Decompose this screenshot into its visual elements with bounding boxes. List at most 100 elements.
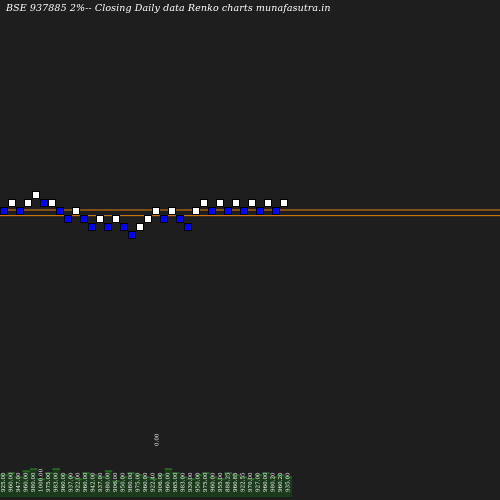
volume-bar [194,475,203,497]
volume-bar [89,475,98,497]
price-label: 960.00 [8,472,14,492]
renko-brick-up [248,199,256,207]
volume-bar [7,473,15,497]
price-label-extra: 0.00 [155,433,161,446]
price-label: 906.00 [113,472,119,492]
price-label: 960.00 [211,472,217,492]
renko-brick-up [48,199,56,207]
renko-brick-up [232,199,240,207]
price-label: 970.00 [248,472,254,492]
price-label: 927.00 [255,472,261,492]
price-label: 980.00 [128,472,134,492]
volume-bars [0,468,292,497]
volume-bar [142,477,150,497]
price-label: 1000.00 [38,468,44,492]
price-label: 960.00 [61,472,67,492]
renko-brick-down [128,231,136,239]
price-labels: 925.00 960.00 947.00 960.00 980.00 1000.00 975… [1,433,292,492]
price-label: 960.00 [83,472,89,492]
price-label: 975.00 [46,472,52,492]
price-label: 935.00 [285,472,291,492]
price-label: 937.00 [98,472,104,492]
renko-brick-down [224,207,232,215]
volume-bar [22,471,30,497]
price-label: 975.00 [136,472,142,492]
price-label: 980.00 [106,472,112,492]
renko-brick-up [144,215,152,223]
volume-bar [187,479,195,497]
renko-brick-down [256,207,264,215]
volume-bar [269,477,278,497]
renko-brick-down [184,223,192,231]
price-label: 950.00 [121,472,127,492]
price-label: 906.00 [158,472,164,492]
renko-brick-up [8,199,16,207]
renko-brick-down [160,215,168,223]
renko-brick-up [152,207,160,215]
price-label: 942.00 [91,472,97,492]
price-label: 980.20 [270,472,276,492]
volume-bar [239,477,248,497]
renko-brick-up [96,215,104,223]
price-label: 960.85 [233,472,239,492]
renko-brick-up [32,191,40,199]
volume-bar [74,479,83,497]
renko-brick-down [104,223,112,231]
volume-bar [247,479,255,497]
price-label: 980.00 [31,472,37,492]
volume-bar [82,473,90,497]
volume-bar [112,481,120,497]
volume-bar [14,477,23,497]
renko-brick-down [80,215,88,223]
volume-bar [119,477,128,497]
volume-bar [59,475,68,497]
price-label: 922.55 [240,472,246,492]
volume-bar [157,475,165,497]
renko-brick-up [192,207,200,215]
volume-bar [277,475,285,497]
volume-bar [44,473,53,497]
price-label: 960.20 [278,472,284,492]
volume-bar [224,473,233,497]
price-label: 925.00 [1,472,7,492]
volume-bar [284,477,292,497]
volume-bar [149,479,158,497]
price-label: 950.00 [196,472,202,492]
renko-brick-down [208,207,216,215]
price-label: 965.00 [173,472,179,492]
volume-bar [202,473,210,497]
renko-brick-up [24,199,32,207]
price-label: 922.40 [151,472,157,492]
volume-bar [262,473,270,497]
renko-brick-down [64,215,72,223]
volume-bar [29,469,38,497]
price-label: 983.00 [181,472,187,492]
price-label: 960.00 [143,472,149,492]
renko-brick-down [272,207,280,215]
renko-bricks [0,191,288,239]
renko-brick-down [40,199,48,207]
renko-brick-down [0,207,8,215]
volume-bar [217,479,225,497]
renko-brick-down [56,207,64,215]
renko-brick-down [88,223,96,231]
volume-bar [37,479,45,497]
renko-brick-down [120,223,128,231]
volume-bar [67,477,75,497]
volume-bar [232,475,240,497]
renko-brick-down [176,215,184,223]
volume-bar [134,475,143,497]
renko-brick-up [264,199,272,207]
volume-bar [52,469,60,497]
volume-bar [172,473,180,497]
renko-brick-up [136,223,144,231]
renko-brick-up [216,199,224,207]
volume-bar [164,469,173,497]
price-label: 922.00 [76,472,82,492]
renko-brick-up [200,199,208,207]
price-label: 960.00 [23,472,29,492]
price-label: 955.00 [218,472,224,492]
renko-brick-down [16,207,24,215]
price-label: 937.00 [68,472,74,492]
